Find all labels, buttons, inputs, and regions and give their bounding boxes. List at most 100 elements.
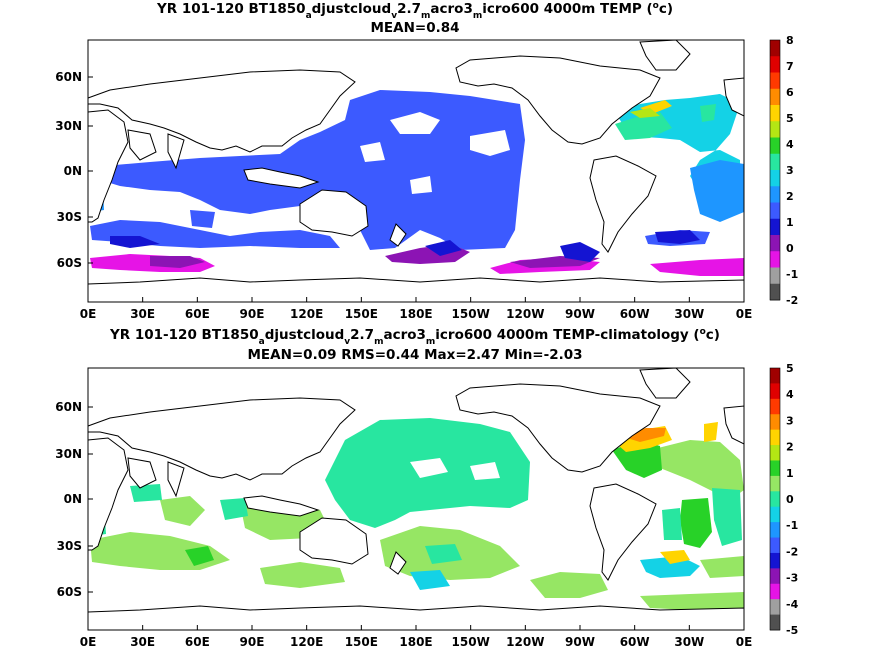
colorbar-label: 0 bbox=[786, 242, 794, 255]
arabia bbox=[127, 129, 157, 161]
colorbar-swatch bbox=[770, 599, 780, 616]
field-hole bbox=[470, 130, 510, 156]
lon-tick-label: 0E bbox=[80, 635, 97, 649]
colorbar-label: 2 bbox=[786, 190, 794, 203]
colorbar-label: 1 bbox=[786, 216, 794, 229]
lon-tick-label: 180E bbox=[399, 635, 432, 649]
europe-west bbox=[723, 405, 745, 445]
colorbar-label: 4 bbox=[786, 138, 794, 151]
north-america bbox=[455, 55, 661, 145]
colorbar-label: -1 bbox=[786, 519, 798, 532]
colorbar-label: 4 bbox=[786, 388, 794, 401]
colorbar-swatch bbox=[770, 105, 780, 122]
colorbar-frame bbox=[769, 367, 781, 631]
lon-tick-label: 0E bbox=[80, 307, 97, 321]
colorbar-swatch bbox=[770, 552, 780, 569]
europe-west bbox=[723, 77, 745, 117]
lon-tick-label: 120E bbox=[290, 635, 323, 649]
lat-tick-label: 60S bbox=[57, 585, 82, 599]
panel-1-colorbar: 8 7 6 5 4 3 2 1 0 -1 -2 bbox=[769, 34, 798, 307]
lat-tick-label: 0N bbox=[64, 492, 82, 506]
lon-tick-label: 30E bbox=[130, 307, 155, 321]
australia bbox=[299, 517, 369, 565]
colorbar-swatch bbox=[770, 218, 780, 236]
field-blob bbox=[110, 236, 160, 248]
field-blob bbox=[640, 592, 744, 610]
indonesia bbox=[243, 495, 320, 517]
colorbar-swatch bbox=[770, 283, 780, 301]
field-blob bbox=[185, 546, 214, 566]
field-blob bbox=[615, 112, 672, 140]
field-blob bbox=[220, 498, 248, 520]
field-blob bbox=[650, 440, 744, 500]
eurasia bbox=[87, 397, 356, 481]
panel-2-lat-ticks: 60N 30N 0N 30S 60S bbox=[55, 400, 93, 599]
field-blob bbox=[640, 556, 700, 578]
colorbar-swatch bbox=[770, 267, 780, 285]
colorbar-swatch bbox=[770, 137, 780, 155]
field-blob bbox=[560, 242, 600, 262]
lon-tick-label: 60W bbox=[620, 307, 650, 321]
panel-1-coastlines bbox=[87, 39, 745, 303]
colorbar-swatch bbox=[770, 383, 780, 400]
colorbar-swatch bbox=[770, 537, 780, 554]
colorbar-label: -1 bbox=[786, 268, 798, 281]
colorbar-swatch bbox=[770, 202, 780, 220]
lon-tick-label: 150W bbox=[452, 635, 490, 649]
panel-1-lon-ticks: 0E 30E 60E 90E 120E 150E 180E 150W 120W 90W 60W 30W… bbox=[80, 297, 752, 321]
field-hole bbox=[410, 458, 448, 478]
colorbar-label: -2 bbox=[786, 545, 798, 558]
panel-2-title: YR 101-120 BT1850adjustcloudv2.7macro3mi… bbox=[109, 327, 720, 347]
lon-tick-label: 90W bbox=[565, 635, 595, 649]
eurasia bbox=[87, 69, 356, 153]
field-blob bbox=[662, 508, 682, 540]
lon-tick-label: 60E bbox=[185, 635, 210, 649]
colorbar-swatch bbox=[770, 522, 780, 539]
colorbar-swatch bbox=[770, 153, 780, 171]
colorbar-label: 5 bbox=[786, 362, 794, 375]
colorbar-swatch bbox=[770, 88, 780, 106]
panel-2-coastlines bbox=[87, 367, 745, 631]
lat-tick-label: 60N bbox=[55, 70, 82, 84]
india bbox=[167, 133, 185, 170]
panel-2-subtitle: MEAN=0.09 RMS=0.44 Max=2.47 Min=-2.03 bbox=[247, 347, 582, 363]
field-blob bbox=[425, 544, 462, 564]
lon-tick-label: 150E bbox=[345, 635, 378, 649]
colorbar-label: -4 bbox=[786, 598, 799, 611]
field-blob bbox=[630, 108, 660, 118]
colorbar-swatch bbox=[770, 40, 780, 57]
colorbar-label: 6 bbox=[786, 86, 794, 99]
south-america bbox=[589, 155, 657, 253]
lon-tick-label: 30E bbox=[130, 635, 155, 649]
panel-1-title: YR 101-120 BT1850adjustcloudv2.7macro3mi… bbox=[156, 1, 673, 21]
panel-1: YR 101-120 BT1850adjustcloudv2.7macro3mi… bbox=[55, 1, 798, 321]
colorbar-label: -5 bbox=[786, 624, 798, 637]
india bbox=[167, 461, 185, 498]
colorbar-swatch bbox=[770, 475, 780, 492]
lat-tick-label: 60N bbox=[55, 400, 82, 414]
colorbar-swatch bbox=[770, 170, 780, 187]
lat-tick-label: 30N bbox=[55, 119, 82, 133]
field-blob bbox=[425, 240, 462, 256]
field-blob bbox=[260, 562, 345, 588]
colorbar-label: 5 bbox=[786, 112, 794, 125]
colorbar-swatch bbox=[770, 72, 780, 90]
colorbar-label: -2 bbox=[786, 294, 798, 307]
colorbar-label: 3 bbox=[786, 164, 794, 177]
colorbar-swatch bbox=[770, 491, 780, 508]
colorbar-swatch bbox=[770, 121, 780, 138]
colorbar-label: 0 bbox=[786, 493, 794, 506]
colorbar-swatch bbox=[770, 368, 780, 384]
colorbar-label: 7 bbox=[786, 60, 794, 73]
field-blob bbox=[660, 550, 690, 564]
lat-tick-label: 30S bbox=[57, 210, 82, 224]
colorbar-swatch bbox=[770, 445, 780, 461]
lon-tick-label: 90E bbox=[240, 635, 265, 649]
field-blob bbox=[655, 230, 700, 244]
arabia bbox=[127, 457, 157, 489]
lat-tick-label: 30N bbox=[55, 447, 82, 461]
field-blob bbox=[410, 570, 450, 590]
field-hole bbox=[410, 176, 432, 194]
field-hole bbox=[390, 112, 440, 134]
south-america bbox=[589, 483, 657, 581]
